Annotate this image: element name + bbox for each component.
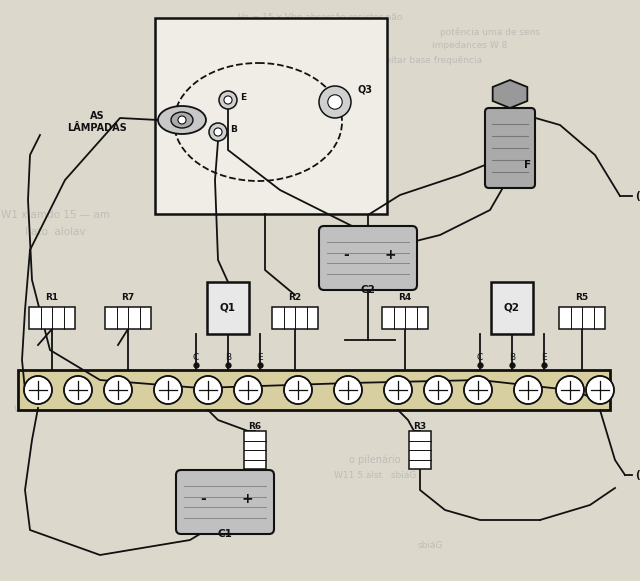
Text: +: +: [384, 248, 396, 262]
Circle shape: [424, 376, 452, 404]
FancyBboxPatch shape: [176, 470, 274, 534]
Text: AS
LÂMPADAS: AS LÂMPADAS: [67, 111, 127, 133]
Text: W11 5.alst   sbiáG: W11 5.alst sbiáG: [14, 406, 96, 414]
Text: C2: C2: [360, 285, 376, 295]
Circle shape: [556, 376, 584, 404]
Text: Vo = 15 x Vbe absorção resistor não: Vo = 15 x Vbe absorção resistor não: [238, 13, 402, 23]
Ellipse shape: [158, 106, 206, 134]
Bar: [155, 18, 387, 214]
Text: potência uma de sens: potência uma de sens: [440, 27, 540, 37]
Text: limitar base frequência: limitar base frequência: [378, 55, 483, 64]
Circle shape: [464, 376, 492, 404]
Bar: [29, 307, 75, 329]
Text: R1: R1: [45, 293, 59, 303]
Circle shape: [384, 376, 412, 404]
Text: -: -: [343, 248, 349, 262]
Circle shape: [64, 376, 92, 404]
Text: B: B: [509, 353, 515, 363]
Text: o plenário: o plenário: [31, 390, 79, 400]
Text: F: F: [524, 160, 531, 170]
Text: Q2: Q2: [504, 303, 520, 313]
Bar: [244, 431, 266, 469]
Circle shape: [234, 376, 262, 404]
FancyBboxPatch shape: [485, 108, 535, 188]
FancyBboxPatch shape: [491, 282, 533, 334]
Text: o pilenário: o pilenário: [349, 455, 401, 465]
Text: Q3: Q3: [357, 85, 372, 95]
Text: C1: C1: [218, 529, 232, 539]
Text: W11 5.alst   sbiáG: W11 5.alst sbiáG: [334, 471, 416, 479]
Text: R2: R2: [289, 293, 301, 303]
Ellipse shape: [171, 112, 193, 128]
Circle shape: [224, 96, 232, 104]
Text: E: E: [257, 353, 263, 363]
Circle shape: [514, 376, 542, 404]
Text: sbiáG: sbiáG: [417, 540, 443, 550]
Bar: [272, 307, 318, 329]
Text: C: C: [193, 353, 199, 363]
Text: R5: R5: [575, 293, 589, 303]
Text: llato  alolav: llato alolav: [25, 227, 85, 237]
Circle shape: [194, 376, 222, 404]
Text: R6: R6: [248, 422, 262, 431]
Text: R3: R3: [413, 422, 427, 431]
Circle shape: [154, 376, 182, 404]
Circle shape: [284, 376, 312, 404]
Circle shape: [334, 376, 362, 404]
Polygon shape: [493, 80, 527, 108]
Text: (+): (+): [635, 191, 640, 201]
Text: E: E: [541, 353, 547, 363]
FancyBboxPatch shape: [207, 282, 249, 334]
Text: -: -: [200, 492, 206, 506]
Circle shape: [586, 376, 614, 404]
Text: W1 x amdo 15 — am: W1 x amdo 15 — am: [1, 210, 109, 220]
Bar: [18, 370, 610, 410]
Text: E: E: [240, 94, 246, 102]
Text: Q1: Q1: [220, 303, 236, 313]
Circle shape: [328, 95, 342, 109]
Text: impedances W 8: impedances W 8: [432, 41, 508, 51]
Bar: [409, 431, 431, 469]
Text: C: C: [477, 353, 483, 363]
Text: +: +: [241, 492, 253, 506]
Circle shape: [24, 376, 52, 404]
Text: B: B: [230, 125, 237, 134]
Bar: [559, 307, 605, 329]
Bar: [105, 307, 151, 329]
Circle shape: [104, 376, 132, 404]
Circle shape: [214, 128, 222, 136]
FancyBboxPatch shape: [319, 226, 417, 290]
Bar: [382, 307, 428, 329]
Text: naman  mrox: naman mrox: [397, 390, 463, 400]
Circle shape: [219, 91, 237, 109]
Text: R4: R4: [398, 293, 412, 303]
Circle shape: [319, 86, 351, 118]
Text: R7: R7: [122, 293, 134, 303]
Circle shape: [209, 123, 227, 141]
Circle shape: [178, 116, 186, 124]
Text: B: B: [225, 353, 231, 363]
Text: (-): (-): [635, 470, 640, 480]
